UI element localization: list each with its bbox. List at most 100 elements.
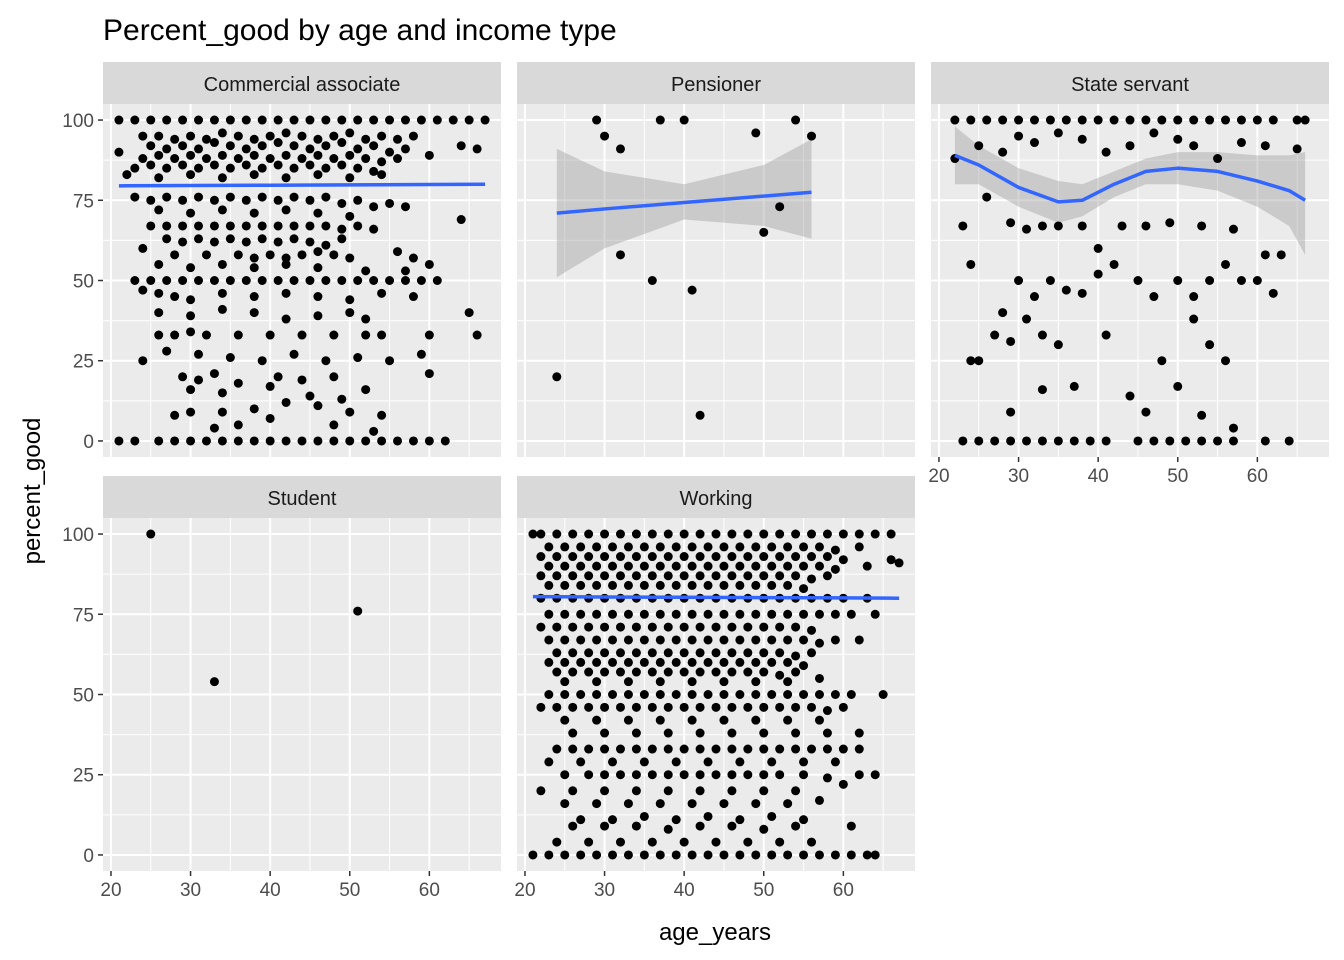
- data-point: [751, 799, 761, 809]
- data-point: [209, 276, 219, 285]
- data-point: [297, 330, 307, 340]
- data-point: [1077, 288, 1087, 298]
- data-point: [544, 850, 554, 860]
- data-point: [1284, 436, 1294, 446]
- data-point: [775, 202, 785, 212]
- data-point: [799, 815, 809, 825]
- data-point: [759, 770, 769, 780]
- data-point: [671, 690, 681, 699]
- data-point: [703, 757, 713, 767]
- data-point: [767, 850, 777, 860]
- facet-strip-label: Commercial associate: [204, 74, 401, 96]
- y-tick-label: 50: [73, 686, 94, 707]
- data-point: [615, 144, 625, 154]
- data-point: [1022, 436, 1032, 446]
- x-tick-label: 60: [1247, 466, 1268, 487]
- data-point: [536, 622, 546, 632]
- data-point: [998, 147, 1008, 157]
- data-point: [639, 757, 649, 767]
- data-point: [576, 635, 586, 645]
- data-point: [695, 667, 705, 677]
- data-point: [679, 622, 689, 632]
- data-point: [799, 561, 809, 571]
- data-point: [544, 757, 554, 767]
- data-point: [854, 529, 864, 539]
- data-point: [623, 657, 633, 667]
- data-point: [807, 648, 817, 658]
- data-point: [615, 667, 625, 677]
- data-point: [735, 657, 745, 667]
- data-point: [416, 115, 426, 125]
- data-point: [767, 690, 777, 699]
- data-point: [408, 253, 418, 263]
- data-point: [297, 375, 307, 385]
- data-point: [1125, 141, 1135, 151]
- data-point: [225, 353, 235, 363]
- data-point: [201, 134, 211, 144]
- data-point: [194, 221, 204, 231]
- data-point: [958, 436, 968, 446]
- data-point: [743, 770, 753, 780]
- data-point: [608, 580, 618, 590]
- data-point: [233, 250, 243, 260]
- data-point: [703, 811, 713, 821]
- data-point: [448, 115, 458, 125]
- data-point: [273, 115, 283, 125]
- data-point: [1189, 141, 1199, 151]
- data-point: [186, 385, 196, 395]
- data-point: [727, 728, 737, 738]
- data-point: [552, 552, 562, 562]
- data-point: [361, 330, 371, 340]
- data-point: [305, 276, 315, 285]
- data-point: [273, 221, 283, 231]
- data-point: [1109, 115, 1119, 125]
- data-point: [655, 657, 665, 667]
- data-point: [297, 436, 307, 446]
- x-tick-label: 20: [100, 880, 121, 901]
- data-point: [663, 702, 673, 712]
- data-point: [337, 160, 347, 170]
- data-point: [838, 779, 848, 789]
- data-point: [154, 173, 164, 183]
- data-point: [719, 609, 729, 619]
- data-point: [687, 799, 697, 809]
- data-point: [767, 635, 777, 645]
- data-point: [1117, 221, 1127, 231]
- data-point: [663, 786, 673, 796]
- data-point: [830, 757, 840, 767]
- data-point: [297, 154, 307, 164]
- data-point: [217, 150, 227, 160]
- data-point: [1006, 336, 1016, 346]
- data-point: [807, 625, 817, 635]
- data-point: [623, 561, 633, 571]
- data-point: [735, 635, 745, 645]
- data-point: [759, 571, 769, 581]
- data-point: [703, 609, 713, 619]
- data-point: [623, 609, 633, 619]
- data-point: [1101, 330, 1111, 340]
- data-point: [122, 170, 132, 180]
- data-point: [393, 154, 403, 164]
- data-point: [600, 702, 610, 712]
- data-point: [703, 657, 713, 667]
- data-point: [186, 407, 196, 417]
- data-point: [560, 850, 570, 860]
- data-point: [647, 571, 657, 581]
- data-point: [600, 622, 610, 632]
- data-point: [568, 702, 578, 712]
- data-point: [305, 115, 315, 125]
- facet-strip-label: Working: [680, 488, 753, 510]
- data-point: [393, 134, 403, 144]
- data-point: [1149, 128, 1159, 138]
- data-point: [170, 292, 180, 302]
- data-point: [217, 128, 227, 138]
- data-point: [615, 770, 625, 780]
- data-point: [958, 221, 968, 231]
- data-point: [345, 407, 355, 417]
- data-point: [369, 426, 379, 436]
- data-point: [369, 224, 379, 234]
- data-point: [600, 821, 610, 831]
- data-point: [265, 413, 275, 423]
- data-point: [424, 369, 434, 379]
- data-point: [791, 552, 801, 562]
